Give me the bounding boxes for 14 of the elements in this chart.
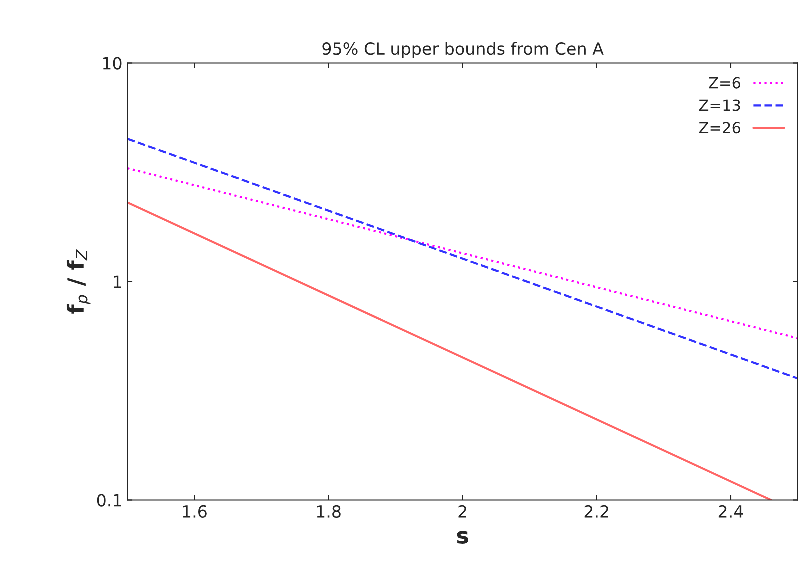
y-tick-label: 10 <box>103 57 122 70</box>
y-axis-title: f$_{p}$ / f$_{Z}$ <box>66 250 91 314</box>
y-tick-label: 1 <box>114 276 122 288</box>
x-tick-label: 2.2 <box>584 505 608 518</box>
x-tick-label: 2.4 <box>718 505 744 518</box>
legend-label: Z=26 <box>699 122 741 134</box>
x-axis-title: s <box>457 531 468 544</box>
x-tick-label: 1.8 <box>317 505 341 518</box>
x-tick-label: 2 <box>458 505 466 518</box>
legend-label: Z=13 <box>699 100 740 112</box>
legend-label: Z=6 <box>709 77 741 89</box>
x-tick-label: 1.6 <box>183 505 207 518</box>
chart-title: 95% CL upper bounds from Cen A <box>322 42 604 58</box>
y-tick-label: 0.1 <box>97 494 122 507</box>
